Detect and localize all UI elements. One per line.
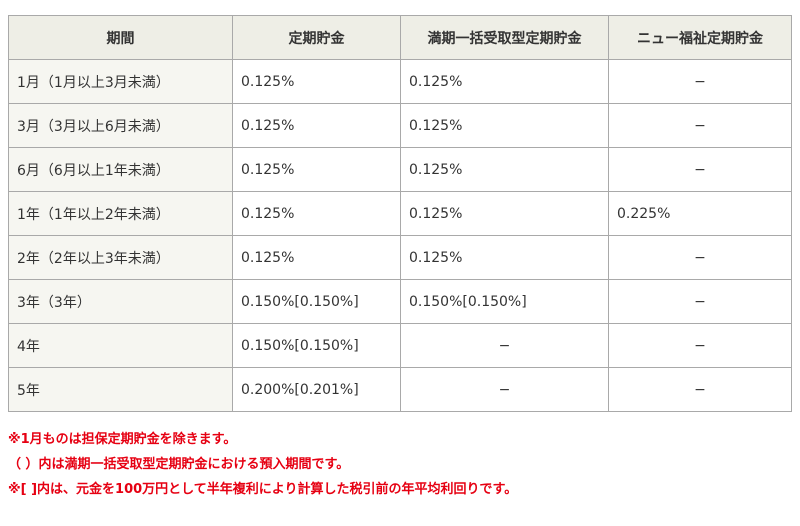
fukushi-rate-cell: − [608, 367, 792, 412]
table-row: 3年（3年） 0.150%[0.150%] 0.150%[0.150%] − [8, 279, 792, 324]
manki-rate-cell: 0.125% [400, 103, 609, 148]
header-manki: 満期一括受取型定期貯金 [400, 15, 609, 60]
manki-rate-cell: − [400, 323, 609, 368]
table-row: 5年 0.200%[0.201%] − − [8, 367, 792, 412]
manki-rate-cell: 0.125% [400, 235, 609, 280]
fukushi-rate-cell: 0.225% [608, 191, 792, 236]
header-period: 期間 [8, 15, 233, 60]
teiki-rate-cell: 0.125% [232, 103, 401, 148]
fukushi-rate-cell: − [608, 235, 792, 280]
footnote-collateral: ※1月ものは担保定期貯金を除きます。 [8, 432, 237, 447]
fukushi-rate-cell: − [608, 59, 792, 104]
manki-rate-cell: 0.125% [400, 59, 609, 104]
table-header-row: 期間 定期貯金 満期一括受取型定期貯金 ニュー福祉定期貯金 [8, 15, 792, 60]
period-cell: 2年（2年以上3年未満） [8, 235, 233, 280]
fukushi-rate-cell: − [608, 323, 792, 368]
fukushi-rate-cell: − [608, 103, 792, 148]
footnote-average-yield: ※[ ]内は、元金を100万円として半年複利により計算した税引前の年平均利回りで… [8, 482, 518, 497]
teiki-rate-cell: 0.150%[0.150%] [232, 279, 401, 324]
manki-rate-cell: 0.125% [400, 191, 609, 236]
header-teiki: 定期貯金 [232, 15, 401, 60]
manki-rate-cell: 0.150%[0.150%] [400, 279, 609, 324]
teiki-rate-cell: 0.200%[0.201%] [232, 367, 401, 412]
teiki-rate-cell: 0.150%[0.150%] [232, 323, 401, 368]
footnotes: ※1月ものは担保定期貯金を除きます。 （ ）内は満期一括受取型定期貯金における預… [8, 427, 791, 502]
table-row: 6月（6月以上1年未満） 0.125% 0.125% − [8, 147, 792, 192]
fukushi-rate-cell: − [608, 279, 792, 324]
manki-rate-cell: − [400, 367, 609, 412]
footnote-deposit-period: （ ）内は満期一括受取型定期貯金における預入期間です。 [8, 457, 350, 472]
period-cell: 6月（6月以上1年未満） [8, 147, 233, 192]
teiki-rate-cell: 0.125% [232, 235, 401, 280]
table-row: 1月（1月以上3月未満） 0.125% 0.125% − [8, 59, 792, 104]
period-cell: 3年（3年） [8, 279, 233, 324]
period-cell: 1月（1月以上3月未満） [8, 59, 233, 104]
table-row: 2年（2年以上3年未満） 0.125% 0.125% − [8, 235, 792, 280]
teiki-rate-cell: 0.125% [232, 191, 401, 236]
table-row: 4年 0.150%[0.150%] − − [8, 323, 792, 368]
manki-rate-cell: 0.125% [400, 147, 609, 192]
table-row: 1年（1年以上2年未満） 0.125% 0.125% 0.225% [8, 191, 792, 236]
table-row: 3月（3月以上6月未満） 0.125% 0.125% − [8, 103, 792, 148]
fukushi-rate-cell: − [608, 147, 792, 192]
period-cell: 5年 [8, 367, 233, 412]
period-cell: 3月（3月以上6月未満） [8, 103, 233, 148]
teiki-rate-cell: 0.125% [232, 59, 401, 104]
period-cell: 1年（1年以上2年未満） [8, 191, 233, 236]
header-fukushi: ニュー福祉定期貯金 [608, 15, 792, 60]
teiki-rate-cell: 0.125% [232, 147, 401, 192]
interest-rate-table: 期間 定期貯金 満期一括受取型定期貯金 ニュー福祉定期貯金 1月（1月以上3月未… [8, 15, 792, 412]
period-cell: 4年 [8, 323, 233, 368]
